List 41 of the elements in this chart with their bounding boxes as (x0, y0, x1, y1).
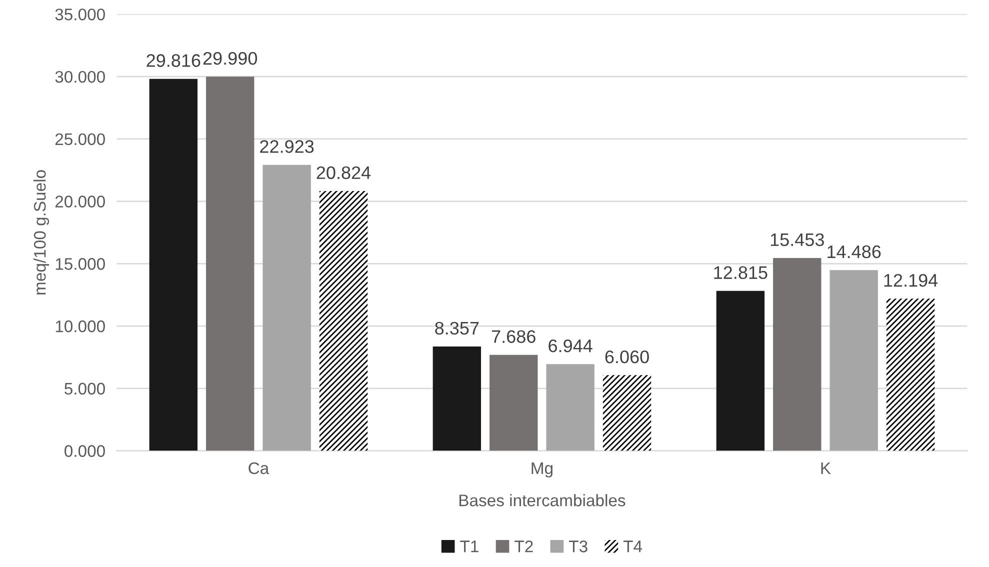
bar (490, 354, 538, 451)
y-tick-label: 30.000 (55, 70, 105, 83)
data-label: 12.194 (884, 274, 938, 287)
x-tick-label: K (821, 462, 831, 474)
bar (886, 298, 935, 451)
bar (546, 364, 594, 451)
x-tick-label: Ca (248, 462, 270, 474)
bar (432, 346, 482, 451)
legend-label: T4 (623, 540, 642, 552)
bar (602, 375, 652, 451)
data-label: 6.060 (605, 350, 649, 364)
legend-label: T3 (569, 540, 588, 552)
legend-label: T1 (460, 540, 478, 552)
data-label: 20.824 (316, 166, 371, 180)
y-tick-label: 35.000 (55, 8, 105, 20)
y-tick-label: 5.000 (64, 382, 105, 395)
bar (206, 76, 254, 451)
data-label: 8.357 (435, 322, 479, 335)
y-axis-title: meq/100 g.Suelo (34, 170, 50, 294)
data-label: 29.816 (146, 54, 200, 67)
bar (773, 258, 822, 451)
x-axis-title: Bases intercambiables (460, 494, 626, 506)
x-tick-label: Mg (532, 462, 552, 478)
y-tick-label: 25.000 (55, 133, 105, 146)
bar (319, 191, 368, 451)
data-label: 6.944 (548, 339, 592, 352)
y-tick-label: 15.000 (56, 258, 105, 270)
bar (149, 78, 198, 451)
data-label: 12.815 (714, 266, 768, 280)
data-label: 29.990 (203, 52, 258, 65)
data-label: 14.486 (828, 245, 881, 258)
y-tick-label: 20.000 (55, 196, 105, 208)
data-label: 15.453 (770, 233, 824, 246)
bar (262, 164, 311, 451)
bar (830, 270, 878, 451)
legend-label: T2 (514, 540, 533, 552)
bar (716, 290, 765, 451)
data-label: 22.923 (260, 140, 314, 153)
y-tick-label: 10.000 (56, 320, 105, 332)
data-label: 7.686 (492, 330, 536, 343)
y-tick-label: 0.000 (64, 445, 105, 457)
